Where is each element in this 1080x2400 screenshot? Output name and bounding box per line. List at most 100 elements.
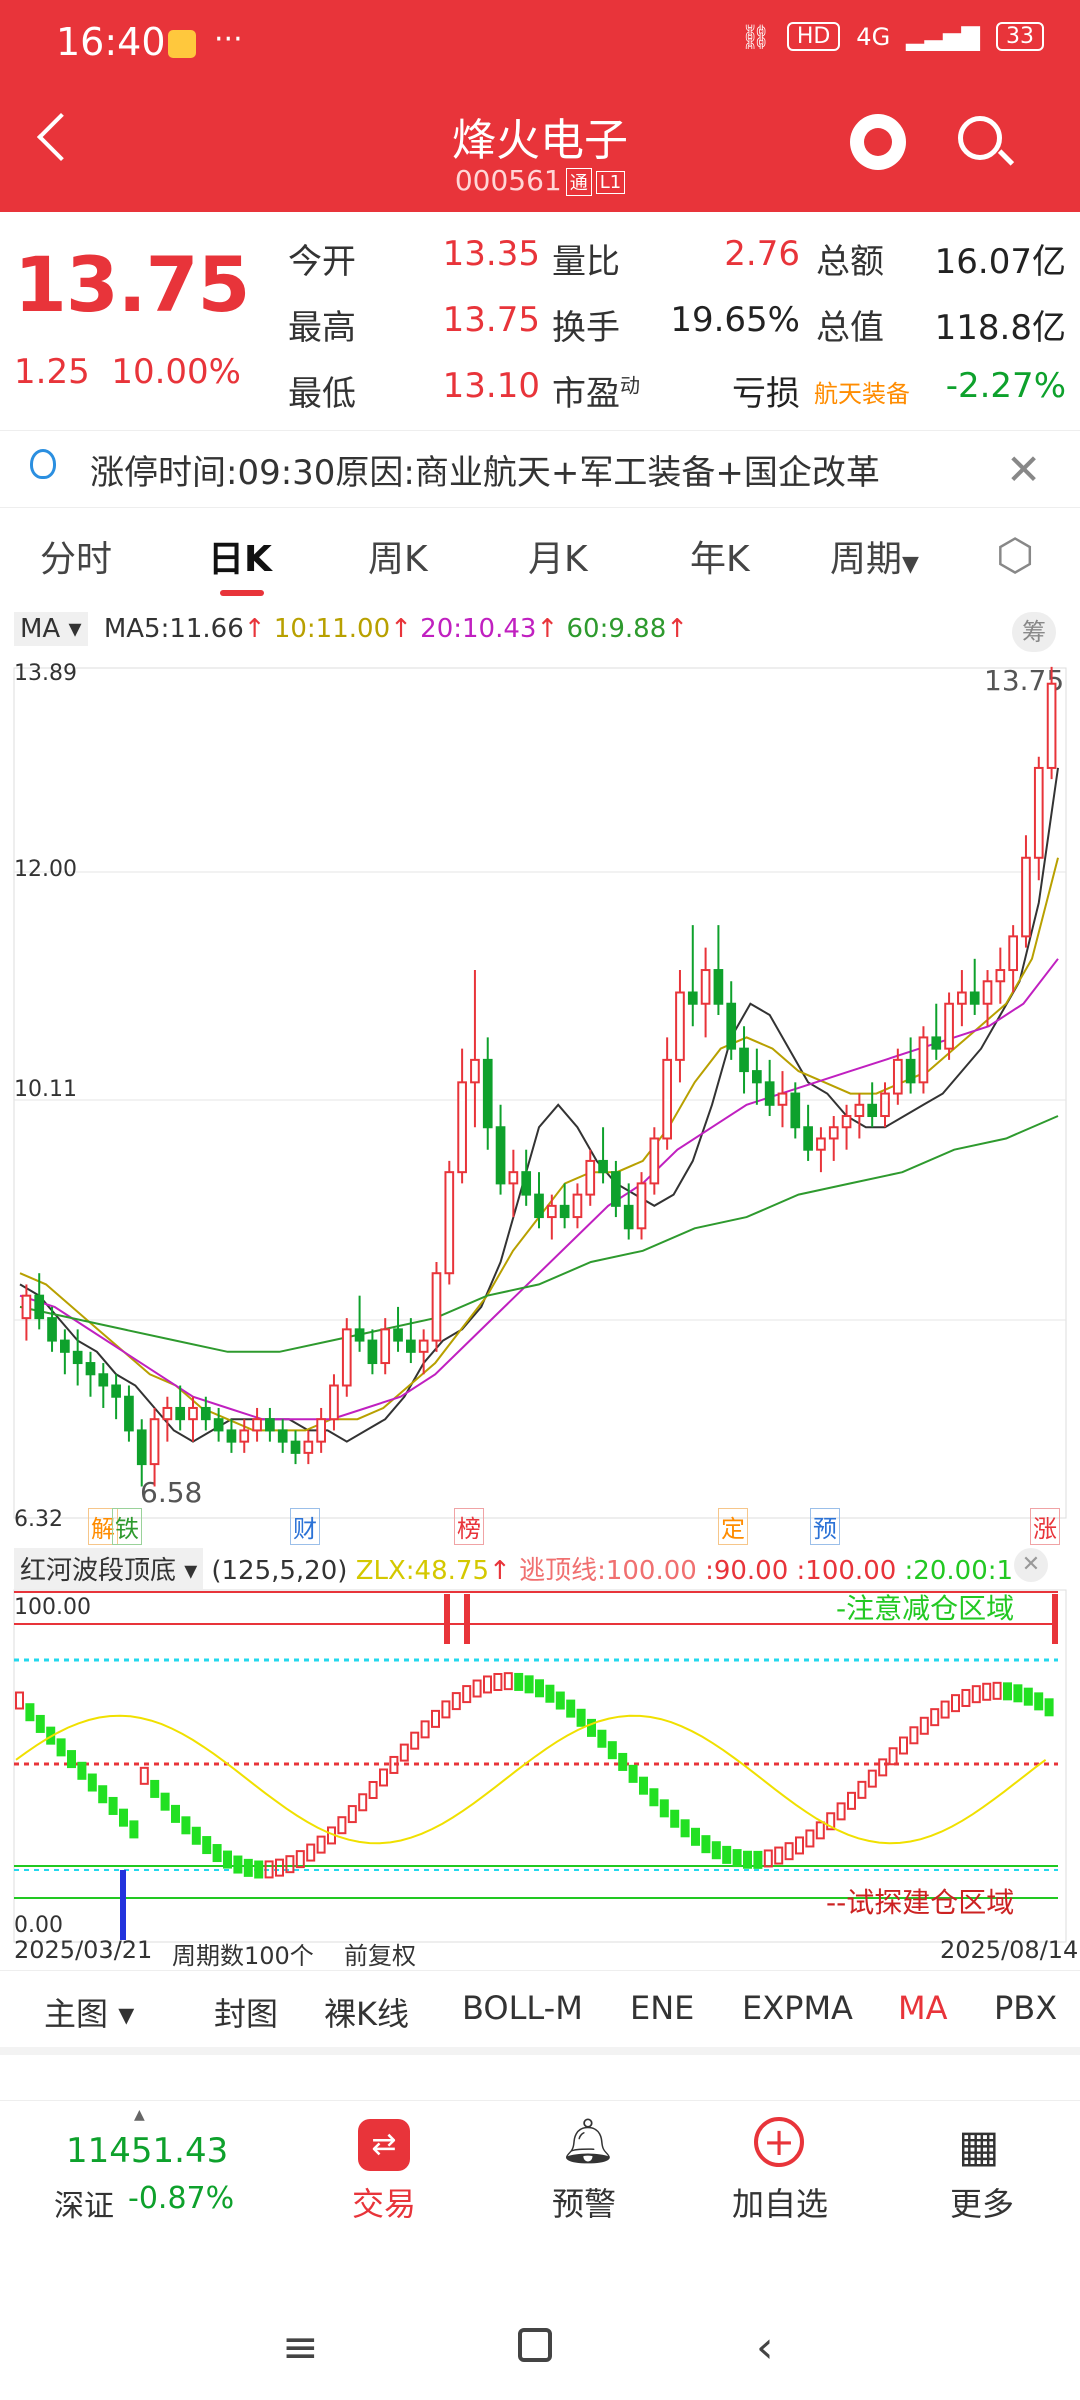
tab-daily[interactable]: 日K (208, 539, 272, 580)
back-nav-icon[interactable]: ‹ (756, 2322, 774, 2373)
tool-ma[interactable]: MA (898, 1989, 948, 2027)
limit-up-notice[interactable]: 涨停时间:09:30原因:商业航天+军工装备+国企改革 ✕ (0, 430, 1080, 508)
tool-naked-k[interactable]: 裸K线 (324, 1995, 409, 2033)
close-icon[interactable]: ✕ (1014, 1548, 1048, 1582)
candle (200, 1406, 211, 1421)
candle (931, 1036, 942, 1050)
band-bar (992, 1681, 1002, 1700)
top-signal-bar (444, 1594, 450, 1644)
event-marker[interactable]: 定 (718, 1508, 748, 1545)
candle (828, 1126, 839, 1140)
candle (252, 1418, 262, 1432)
mascot-icon[interactable] (850, 114, 906, 170)
event-marker[interactable]: 财 (290, 1508, 320, 1545)
settings-hex-icon[interactable]: ⬡ (996, 530, 1035, 581)
tab-intraday[interactable]: 分时 (40, 539, 113, 580)
band-bar (701, 1835, 711, 1854)
nav-alert[interactable]: 预警 (551, 2185, 616, 2223)
index-change: -0.87% (128, 2181, 235, 2216)
band-bar (503, 1672, 513, 1691)
nav-add-watchlist[interactable]: 加自选 (731, 2185, 828, 2223)
band-bar (316, 1835, 326, 1854)
band-bar (233, 1855, 243, 1874)
band-bar (899, 1736, 908, 1755)
band-bar (358, 1793, 368, 1812)
event-marker[interactable]: 涨 (1030, 1508, 1060, 1545)
ma60-value: 60:9.88 (566, 614, 667, 644)
active-tab-indicator (220, 590, 264, 596)
band-bar (919, 1716, 929, 1735)
band-bar (774, 1846, 784, 1865)
candle (175, 1406, 186, 1421)
band-bar (555, 1691, 565, 1710)
event-marker[interactable]: 解 (88, 1508, 118, 1545)
candle (803, 1126, 813, 1151)
search-icon[interactable] (958, 116, 1015, 166)
menu-icon[interactable]: ≡ (282, 2322, 319, 2373)
home-icon[interactable] (518, 2328, 552, 2362)
candle (508, 1171, 519, 1185)
battery-icon: 33 (996, 22, 1044, 51)
period-count: 周期数100个 (172, 1942, 314, 1970)
level-tag: L1 (595, 170, 626, 194)
kline-chart[interactable]: 13.89 12.00 10.11 6.32 13.75 6.58 (0, 640, 1080, 1540)
candle (892, 1058, 903, 1095)
band-bar (451, 1692, 461, 1711)
tool-boll-m[interactable]: BOLL-M (462, 1989, 583, 2027)
tool-pbx[interactable]: PBX (994, 1989, 1058, 2027)
candle (1008, 935, 1018, 972)
adjust-mode[interactable]: 前复权 (344, 1942, 416, 1970)
candle (611, 1171, 621, 1207)
top-line-value: 逃顶线:100.00 (519, 1556, 697, 1586)
tab-weekly[interactable]: 周K (368, 539, 428, 580)
candle (841, 1115, 852, 1129)
sub-indicator-select[interactable]: 红河波段顶底 ▾ (14, 1548, 204, 1589)
candle (534, 1193, 544, 1219)
amount-label: 总额 (816, 242, 884, 282)
stock-title: 烽火电子 (452, 115, 628, 166)
band-bar (639, 1776, 648, 1795)
event-marker[interactable]: 铁 (112, 1508, 142, 1545)
index-value[interactable]: 11451.43 (66, 2131, 229, 2171)
main-indicator-select[interactable]: MA ▾ (14, 612, 88, 646)
up-arrow-icon: ↑ (243, 614, 266, 644)
tab-monthly[interactable]: 月K (528, 539, 588, 580)
band-bar (275, 1858, 284, 1877)
chip-button[interactable]: 筹 (1012, 612, 1056, 652)
band-bar (857, 1780, 867, 1799)
status-time: 16:40 (56, 20, 166, 64)
change-value: 1.25 (14, 352, 90, 392)
ma-legend: MA ▾ MA5:11.66↑ 10:11.00↑ 20:10.43↑ 60:9… (14, 612, 688, 646)
main-chart-select[interactable]: 主图 ▾ (44, 1995, 135, 2033)
band-bar (1034, 1692, 1044, 1711)
more-status-dots: ··· (214, 22, 243, 57)
value-tail: :1 (987, 1556, 1014, 1586)
value-20: :20.00 (904, 1556, 988, 1586)
tool-fengtu[interactable]: 封图 (214, 1995, 279, 2033)
close-icon[interactable]: ✕ (1006, 445, 1042, 494)
sector-label[interactable]: 航天装备 (814, 380, 910, 408)
top-signal-bar (464, 1594, 470, 1644)
tool-ene[interactable]: ENE (630, 1989, 695, 2027)
nav-more[interactable]: 更多 (949, 2185, 1014, 2223)
band-bar (264, 1860, 274, 1879)
vol-ratio-label: 量比 (552, 242, 620, 282)
event-marker[interactable]: 榜 (454, 1508, 484, 1545)
main-indicator-label: MA (20, 614, 61, 644)
band-indicator-chart[interactable]: 100.00 0.00 -注意减仓区域 --试探建仓区域 (0, 1580, 1080, 1960)
vol-ratio-value: 2.76 (724, 234, 800, 274)
tab-period[interactable]: 周期▼ (830, 530, 919, 582)
tab-yearly[interactable]: 年K (690, 539, 750, 580)
price-low-label: 10.11 (14, 1077, 77, 1102)
band-bar (368, 1781, 378, 1800)
candle (380, 1328, 391, 1365)
main-chart-tools: 主图 ▾ 封图 裸K线 BOLL-M ENE EXPMA MA PBX (0, 1970, 1080, 2055)
top-signal-bar (1052, 1594, 1058, 1644)
pe-sup: 动 (620, 373, 640, 398)
tool-expma[interactable]: EXPMA (742, 1989, 853, 2027)
candle (98, 1373, 109, 1387)
sub-indicator-params: (125,5,20) (211, 1556, 348, 1586)
nav-trade[interactable]: 交易 (351, 2185, 416, 2223)
band-bar (171, 1804, 180, 1823)
event-marker[interactable]: 预 (810, 1508, 840, 1545)
